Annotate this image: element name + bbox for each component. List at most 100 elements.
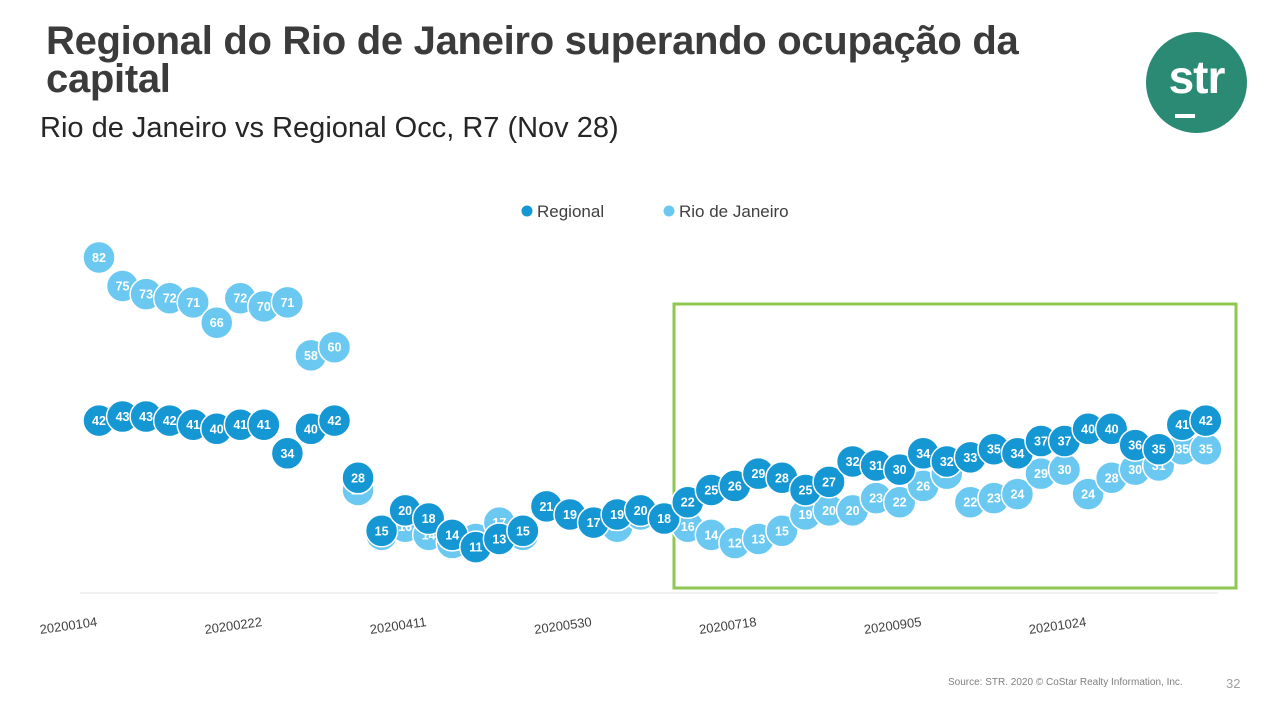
- legend-label-1: Rio de Janeiro: [679, 202, 789, 221]
- data-label: 26: [728, 479, 742, 493]
- data-label: 20: [634, 504, 648, 518]
- data-point: [200, 305, 234, 340]
- data-label: 13: [751, 532, 765, 546]
- source-note: Source: STR. 2020 © CoStar Realty Inform…: [948, 677, 1183, 688]
- data-label: 29: [751, 467, 765, 481]
- data-label: 18: [422, 512, 436, 526]
- data-label: 19: [610, 508, 624, 522]
- data-label: 40: [1105, 422, 1119, 436]
- data-label: 43: [116, 410, 130, 424]
- data-label: 71: [186, 296, 200, 310]
- data-label: 23: [987, 492, 1001, 506]
- data-label: 75: [116, 280, 130, 294]
- data-point: [247, 407, 281, 442]
- data-label: 12: [728, 537, 742, 551]
- data-label: 11: [469, 541, 482, 555]
- data-label: 40: [210, 422, 224, 436]
- data-label: 24: [1010, 488, 1024, 502]
- data-label: 28: [1105, 471, 1119, 485]
- data-label: 41: [186, 418, 200, 432]
- data-label: 20: [398, 504, 412, 518]
- data-point: [364, 514, 399, 548]
- data-label: 22: [963, 496, 977, 510]
- data-label: 40: [1081, 422, 1095, 436]
- data-label: 40: [304, 422, 318, 436]
- data-label: 18: [657, 512, 671, 526]
- data-point: [317, 330, 352, 364]
- data-label: 28: [775, 471, 789, 485]
- data-point: [1189, 403, 1223, 438]
- data-label: 27: [822, 475, 836, 489]
- data-label: 31: [869, 459, 883, 473]
- str-logo: str: [1146, 32, 1247, 133]
- data-label: 35: [1152, 443, 1166, 457]
- data-label: 16: [681, 520, 695, 534]
- data-label: 13: [492, 532, 506, 546]
- data-point: [82, 240, 116, 275]
- data-label: 41: [257, 418, 271, 432]
- series-regional: 42 43 43 42 41 40 41 41 34 40 42 28 15 20 18 14 11 13 15 21…: [82, 399, 1223, 564]
- data-label: 34: [280, 447, 294, 461]
- data-label: 70: [257, 300, 271, 314]
- data-label: 36: [1128, 439, 1142, 453]
- data-label: 15: [375, 524, 389, 538]
- data-label: 35: [1199, 443, 1213, 457]
- highlight-box: [672, 302, 1238, 590]
- data-label: 17: [587, 516, 601, 530]
- data-label: 42: [92, 414, 106, 428]
- x-tick-label: 20200222: [204, 614, 263, 637]
- data-label: 42: [1199, 414, 1213, 428]
- data-label: 30: [893, 463, 907, 477]
- logo-text: str: [1168, 51, 1226, 103]
- data-label: 71: [280, 296, 294, 310]
- data-point: [176, 285, 210, 320]
- data-label: 72: [163, 292, 177, 306]
- data-label: 20: [822, 504, 836, 518]
- data-label: 43: [139, 410, 153, 424]
- data-label: 22: [893, 496, 907, 510]
- data-label: 35: [987, 443, 1001, 457]
- data-point: [1142, 432, 1176, 466]
- data-label: 37: [1034, 435, 1048, 449]
- data-label: 72: [233, 292, 247, 306]
- data-label: 73: [139, 288, 153, 302]
- data-label: 41: [1175, 418, 1189, 432]
- data-label: 29: [1034, 467, 1048, 481]
- data-point: [647, 501, 681, 536]
- data-label: 26: [916, 479, 930, 493]
- data-label: 25: [799, 484, 813, 498]
- x-tick-label: 20201024: [1028, 614, 1087, 637]
- data-label: 33: [963, 451, 977, 465]
- data-label: 14: [704, 528, 718, 542]
- legend-marker-0: [521, 205, 533, 217]
- data-point: [270, 436, 305, 471]
- data-point: [341, 461, 375, 495]
- data-label: 25: [704, 484, 718, 498]
- data-label: 41: [233, 418, 247, 432]
- data-label: 15: [516, 524, 530, 538]
- data-point: [1071, 477, 1105, 511]
- data-label: 32: [940, 455, 954, 469]
- data-label: 66: [210, 316, 224, 330]
- data-label: 35: [1175, 443, 1189, 457]
- data-points: 8275737271667270715860251416141213171421…: [82, 240, 1223, 564]
- legend-label-0: Regional: [537, 202, 604, 221]
- x-tick-label: 20200905: [863, 614, 922, 637]
- data-label: 30: [1058, 463, 1072, 477]
- data-label: 58: [304, 349, 318, 363]
- data-label: 34: [916, 447, 930, 461]
- occupancy-chart: Regional Rio de Janeiro 20200104 20200222 2…: [39, 202, 1238, 637]
- x-tick-label: 20200530: [533, 614, 592, 637]
- data-point: [1094, 412, 1129, 446]
- data-point: [765, 514, 799, 548]
- logo-underline: [1175, 114, 1195, 118]
- data-label: 42: [163, 414, 177, 428]
- data-label: 82: [92, 251, 106, 265]
- x-axis-tick-labels: 20200104 20200222 20200411 20200530 20200718…: [39, 614, 1087, 637]
- data-label: 21: [539, 500, 553, 514]
- data-label: 32: [846, 455, 860, 469]
- data-point: [812, 465, 846, 499]
- data-label: 19: [563, 508, 577, 522]
- data-label: 34: [1010, 447, 1024, 461]
- data-label: 19: [799, 508, 813, 522]
